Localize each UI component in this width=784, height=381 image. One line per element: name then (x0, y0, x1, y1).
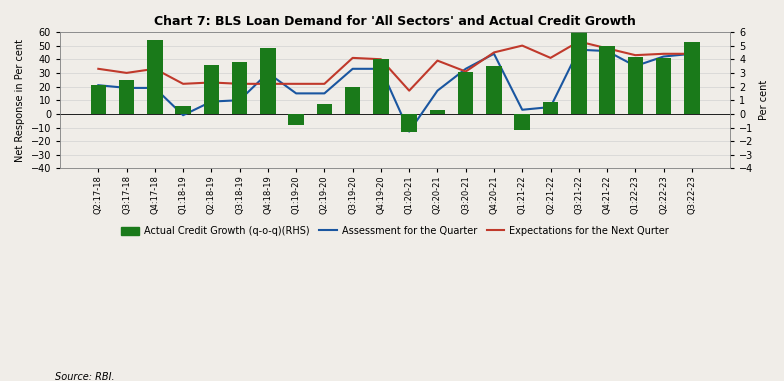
Assessment for the Quarter (659, 54, 668, 59)
Bar (119, 80, 134, 114)
Bar (373, 59, 389, 114)
Expectations for the Next Qurter (348, 56, 358, 60)
Y-axis label: Per cent: Per cent (759, 80, 769, 120)
Assessment for the Quarter (461, 67, 470, 71)
Bar (486, 66, 502, 114)
Bar (147, 40, 162, 114)
Assessment for the Quarter (263, 70, 273, 75)
Expectations for the Next Qurter (546, 56, 555, 60)
Line: Expectations for the Next Qurter: Expectations for the Next Qurter (98, 42, 691, 91)
Assessment for the Quarter (207, 99, 216, 104)
Bar (204, 65, 220, 114)
Assessment for the Quarter (320, 91, 329, 96)
Assessment for the Quarter (687, 51, 696, 56)
Bar (627, 56, 643, 114)
Expectations for the Next Qurter (150, 67, 159, 71)
Assessment for the Quarter (405, 129, 414, 134)
Assessment for the Quarter (489, 51, 499, 56)
Assessment for the Quarter (574, 47, 583, 52)
Expectations for the Next Qurter (574, 39, 583, 44)
Bar (317, 104, 332, 114)
Expectations for the Next Qurter (489, 50, 499, 55)
Expectations for the Next Qurter (207, 80, 216, 85)
Expectations for the Next Qurter (235, 82, 245, 86)
Bar (260, 48, 276, 114)
Y-axis label: Net Response in Per cent: Net Response in Per cent (15, 39, 25, 162)
Assessment for the Quarter (602, 49, 612, 53)
Assessment for the Quarter (348, 67, 358, 71)
Expectations for the Next Qurter (179, 82, 188, 86)
Bar (599, 46, 615, 114)
Expectations for the Next Qurter (602, 46, 612, 51)
Bar (90, 85, 106, 114)
Assessment for the Quarter (376, 67, 386, 71)
Expectations for the Next Qurter (405, 88, 414, 93)
Assessment for the Quarter (122, 86, 131, 90)
Bar (176, 106, 191, 114)
Expectations for the Next Qurter (376, 57, 386, 62)
Bar (514, 114, 530, 130)
Expectations for the Next Qurter (461, 69, 470, 74)
Bar (684, 42, 699, 114)
Assessment for the Quarter (546, 105, 555, 109)
Expectations for the Next Qurter (292, 82, 301, 86)
Bar (458, 72, 474, 114)
Bar (345, 86, 361, 114)
Title: Chart 7: BLS Loan Demand for 'All Sectors' and Actual Credit Growth: Chart 7: BLS Loan Demand for 'All Sector… (154, 15, 636, 28)
Expectations for the Next Qurter (630, 53, 640, 58)
Assessment for the Quarter (517, 107, 527, 112)
Bar (289, 114, 304, 125)
Expectations for the Next Qurter (320, 82, 329, 86)
Assessment for the Quarter (93, 83, 103, 88)
Expectations for the Next Qurter (517, 43, 527, 48)
Expectations for the Next Qurter (433, 58, 442, 63)
Bar (401, 114, 417, 131)
Assessment for the Quarter (179, 113, 188, 117)
Text: Source: RBI.: Source: RBI. (55, 372, 114, 381)
Expectations for the Next Qurter (659, 51, 668, 56)
Expectations for the Next Qurter (122, 70, 131, 75)
Bar (430, 110, 445, 114)
Assessment for the Quarter (235, 98, 245, 102)
Assessment for the Quarter (630, 64, 640, 68)
Assessment for the Quarter (433, 88, 442, 93)
Assessment for the Quarter (292, 91, 301, 96)
Bar (571, 32, 586, 114)
Bar (543, 102, 558, 114)
Expectations for the Next Qurter (263, 82, 273, 86)
Assessment for the Quarter (150, 86, 159, 90)
Bar (232, 62, 248, 114)
Bar (655, 58, 671, 114)
Expectations for the Next Qurter (93, 67, 103, 71)
Expectations for the Next Qurter (687, 51, 696, 56)
Legend: Actual Credit Growth (q-o-q)(RHS), Assessment for the Quarter, Expectations for : Actual Credit Growth (q-o-q)(RHS), Asses… (118, 222, 673, 240)
Line: Assessment for the Quarter: Assessment for the Quarter (98, 50, 691, 131)
